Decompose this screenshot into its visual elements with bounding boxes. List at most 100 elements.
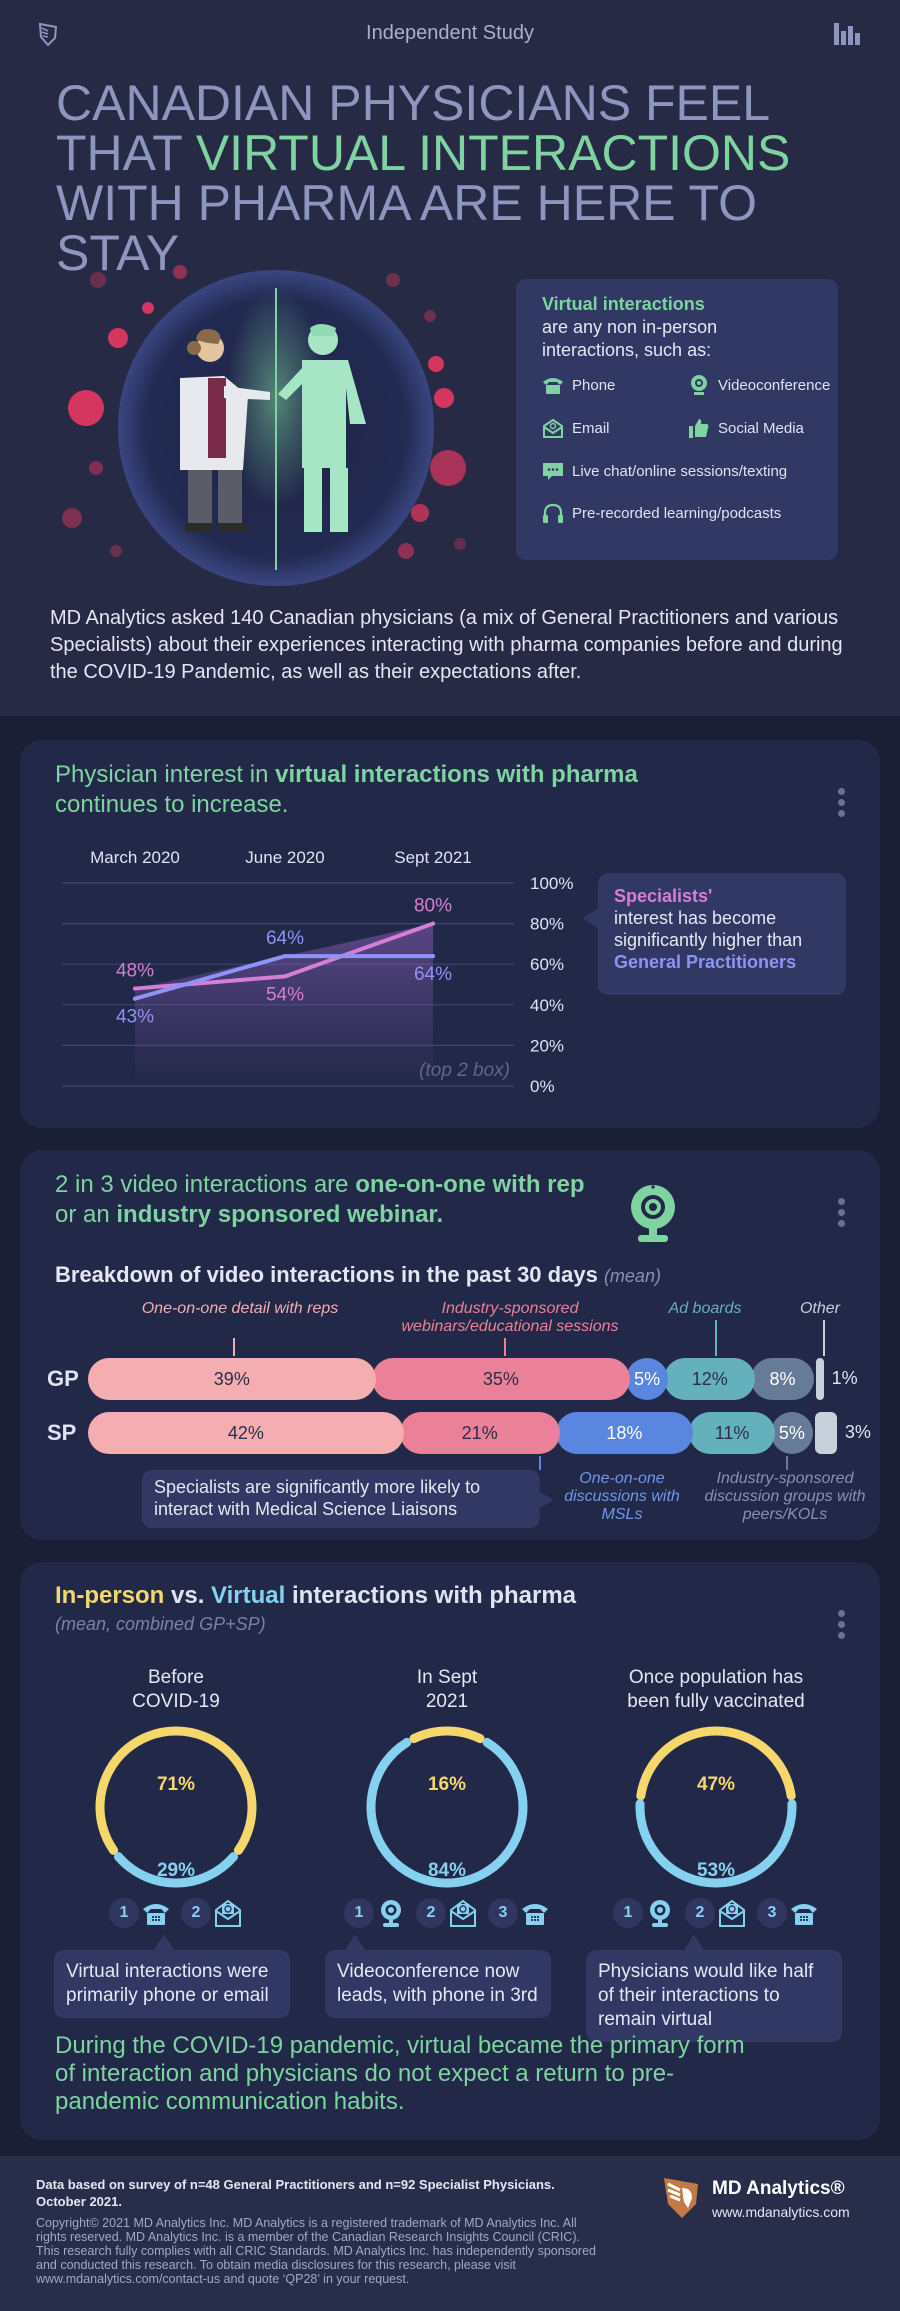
bar-segment: 35% <box>371 1358 631 1400</box>
brand-name: MD Analytics® <box>712 2178 845 2199</box>
tick-other <box>823 1320 825 1356</box>
donut-chart: 47% 53% <box>635 1726 797 1888</box>
virtual-definition-box: Virtual interactions are any non in-pers… <box>516 279 838 560</box>
y-tick-label: 0% <box>530 1077 555 1096</box>
definition-label: Pre-recorded learning/podcasts <box>572 504 782 522</box>
in-person-arc <box>636 1726 796 1801</box>
rank-number: 1 <box>613 1898 643 1928</box>
donut-callout: Physicians would like half of their inte… <box>586 1934 842 2042</box>
channel-ranking: 1 2 3 <box>586 1898 846 1928</box>
rank-item: 1 <box>344 1898 406 1928</box>
definition-item-social-media: Social Media <box>688 417 804 439</box>
hero-section: Independent Study CANADIAN PHYSICIANS FE… <box>0 0 900 716</box>
data-label: 43% <box>116 1007 154 1028</box>
tick-industry <box>504 1338 506 1356</box>
bar-segment: 12% <box>664 1358 756 1400</box>
definition-item-podcasts: Pre-recorded learning/podcasts <box>542 502 781 524</box>
headphones-icon <box>543 503 563 523</box>
virtual-value: 53% <box>697 1860 735 1881</box>
title-in-person: In-person <box>55 1582 165 1609</box>
title-bold: virtual interactions with pharma <box>275 761 638 788</box>
donut-callout: Videoconference now leads, with phone in… <box>325 1934 551 2018</box>
phone-icon <box>143 1904 169 1925</box>
label-other: Other <box>799 1300 840 1317</box>
section3-title: In-person vs. Virtual interactions with … <box>55 1582 576 1610</box>
rank-item: 2 <box>416 1898 478 1928</box>
definition-title: Virtual interactions <box>542 294 705 314</box>
rank-number: 2 <box>181 1898 211 1928</box>
breakdown-subtitle: Breakdown of video interactions in the p… <box>55 1262 661 1288</box>
channel-ranking: 1 2 3 <box>317 1898 577 1928</box>
bar-segment: 21% <box>399 1412 560 1454</box>
donut-chart: 71% 29% <box>95 1726 257 1888</box>
section3-note: (mean, combined GP+SP) <box>55 1614 266 1634</box>
in-person-arc <box>95 1726 257 1855</box>
definition-label: Live chat/online sessions/texting <box>572 462 788 480</box>
headline-highlight: VIRTUAL INTERACTIONS <box>195 125 791 181</box>
definition-subtitle: are any non in-person interactions, such… <box>542 317 718 360</box>
interest-trend-card: Physician interest in virtual interactio… <box>20 740 880 1128</box>
webcam-icon <box>381 1900 401 1927</box>
callout-gp: General Practitioners <box>614 952 797 972</box>
title-text: Physician interest in <box>55 761 276 788</box>
data-point <box>431 921 435 926</box>
virtual-value: 29% <box>157 1860 195 1881</box>
callout-text: interest has become significantly higher… <box>614 908 803 950</box>
email-icon <box>543 418 563 438</box>
md-analytics-logo-icon <box>664 2178 698 2218</box>
label-discussion-groups: Industry-sponsored discussion groups wit… <box>704 1470 866 1523</box>
more-options-icon[interactable] <box>838 788 846 824</box>
tick-msl <box>539 1456 541 1470</box>
data-label: 64% <box>414 964 452 985</box>
donut-title: Before COVID-19 <box>132 1667 220 1712</box>
callout-specialists: Specialists' <box>614 886 713 906</box>
subtitle-note: (mean) <box>603 1266 661 1286</box>
y-tick-label: 20% <box>530 1036 564 1055</box>
label-one-on-one-reps: One-on-one detail with reps <box>141 1300 339 1317</box>
webcam-icon <box>691 375 707 395</box>
definition-list: Phone Videoconference Email Social Media… <box>542 374 830 534</box>
headline-text-2: WITH PHARMA ARE HERE TO STAY <box>56 175 758 281</box>
bar-outside-label: 3% <box>844 1422 871 1442</box>
independent-study-label: Independent Study <box>366 22 534 44</box>
in-person-value: 47% <box>697 1774 735 1795</box>
inperson-vs-virtual-card: In-person vs. Virtual interactions with … <box>20 1562 880 2140</box>
x-tick-label: March 2020 <box>90 848 180 867</box>
title-text: 2 in 3 video interactions are <box>55 1171 356 1198</box>
rank-number: 1 <box>344 1898 374 1928</box>
survey-data-note: Data based on survey of n=48 General Pra… <box>36 2177 555 2209</box>
subtitle-text: Breakdown of video interactions in the p… <box>55 1262 598 1287</box>
y-tick-label: 40% <box>530 996 564 1015</box>
title-virtual: Virtual <box>211 1582 286 1609</box>
video-breakdown-card: 2 in 3 video interactions are one-on-one… <box>20 1150 880 1540</box>
rank-item: 2 <box>181 1898 243 1928</box>
intro-paragraph: MD Analytics asked 140 Canadian physicia… <box>50 607 843 683</box>
rank-item: 2 <box>685 1898 747 1928</box>
conclusion-text: During the COVID-19 pandemic, virtual be… <box>55 2032 745 2115</box>
virtual-arc <box>113 1852 239 1888</box>
data-label: 54% <box>266 984 304 1005</box>
definition-label: Social Media <box>718 419 804 437</box>
data-point <box>133 986 137 991</box>
rank-item: 1 <box>109 1898 171 1928</box>
copyright-text: Copyright© 2021 MD Analytics Inc. MD Ana… <box>36 2216 596 2286</box>
brand-url[interactable]: www.mdanalytics.com <box>712 2204 850 2220</box>
data-point <box>283 954 287 959</box>
definition-item-email: Email <box>542 417 610 439</box>
bar-segment: 8% <box>751 1358 814 1400</box>
specialists-callout: Specialists' interest has become signifi… <box>582 873 846 995</box>
bar-segment <box>814 1412 837 1454</box>
webcam-icon <box>631 1185 675 1242</box>
interest-line-chart: 100% 80% 60% 40% 20% 0% March 2020 June 2020 Sep… <box>62 848 573 1096</box>
in-person-arc <box>409 1726 485 1744</box>
definition-label: Videoconference <box>718 376 831 394</box>
data-point <box>431 954 435 959</box>
rank-number: 2 <box>685 1898 715 1928</box>
doctor-figure <box>180 329 270 532</box>
top-bar: Independent Study <box>0 0 900 66</box>
more-options-icon[interactable] <box>838 1610 846 1646</box>
rank-item: 3 <box>488 1898 550 1928</box>
phone-icon <box>543 378 563 394</box>
more-options-icon[interactable] <box>838 1198 846 1234</box>
